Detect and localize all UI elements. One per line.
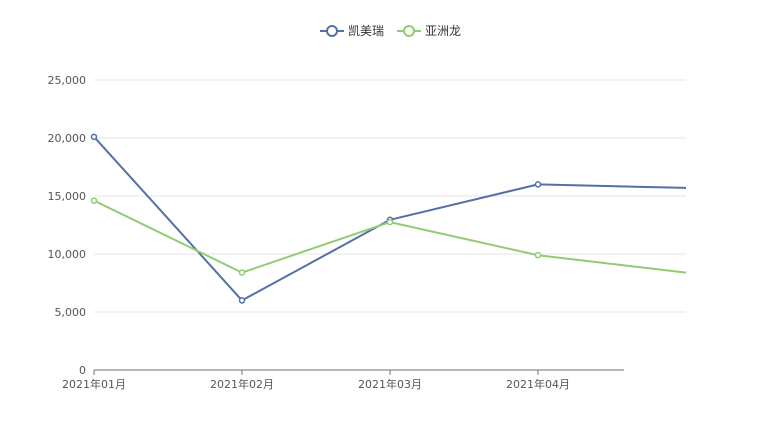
series-line-1 bbox=[93, 199, 687, 274]
y-tick-label: 25,000 bbox=[48, 74, 87, 87]
legend-marker-icon bbox=[326, 25, 338, 37]
x-tick-label: 2021年02月 bbox=[210, 377, 274, 391]
series-group bbox=[90, 133, 687, 304]
legend-item-1[interactable]: 亚洲龙 bbox=[397, 24, 461, 38]
y-tick-label: 15,000 bbox=[48, 190, 87, 203]
y-tick-label: 5,000 bbox=[55, 306, 87, 319]
data-point[interactable] bbox=[534, 181, 542, 188]
data-point[interactable] bbox=[386, 218, 394, 226]
legend-item-0[interactable]: 凯美瑞 bbox=[320, 24, 384, 38]
grid-lines bbox=[94, 79, 686, 313]
data-point[interactable] bbox=[238, 269, 246, 276]
x-tick-label: 2021年04月 bbox=[506, 377, 570, 391]
y-tick-label: 10,000 bbox=[48, 248, 87, 261]
x-tick-label: 2021年01月 bbox=[62, 377, 126, 391]
legend-label: 亚洲龙 bbox=[425, 24, 461, 38]
data-point[interactable] bbox=[90, 133, 98, 141]
legend-label: 凯美瑞 bbox=[348, 24, 384, 38]
data-point[interactable] bbox=[238, 297, 246, 304]
y-tick-label: 20,000 bbox=[48, 132, 87, 145]
legend[interactable]: 凯美瑞 亚洲龙 bbox=[320, 24, 461, 38]
data-point[interactable] bbox=[90, 197, 98, 204]
x-tick-label: 2021年03月 bbox=[358, 377, 422, 391]
legend-marker-icon bbox=[403, 25, 415, 37]
data-point[interactable] bbox=[534, 251, 542, 259]
axes: 0 5,000 10,000 15,000 20,000 25,000 2021年01月 20… bbox=[48, 74, 624, 391]
y-tick-label: 0 bbox=[79, 364, 86, 377]
